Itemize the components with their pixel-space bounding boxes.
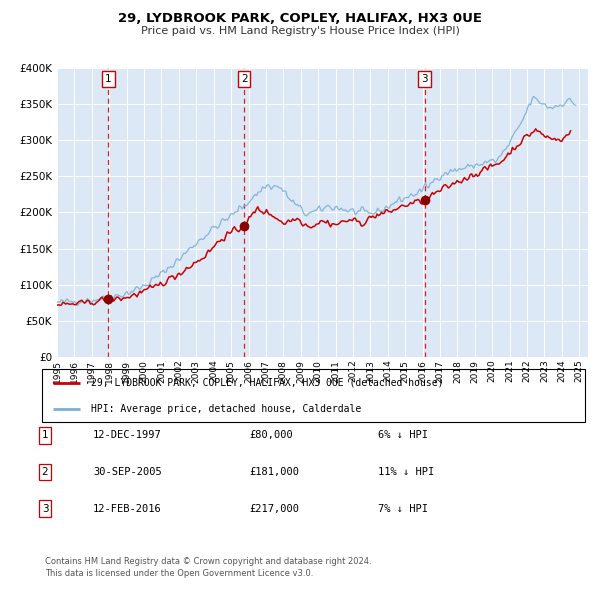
Text: 3: 3 <box>41 504 49 513</box>
Text: 12-FEB-2016: 12-FEB-2016 <box>93 504 162 513</box>
Text: 29, LYDBROOK PARK, COPLEY, HALIFAX, HX3 0UE (detached house): 29, LYDBROOK PARK, COPLEY, HALIFAX, HX3 … <box>91 378 443 388</box>
Text: £80,000: £80,000 <box>249 431 293 440</box>
Text: 1: 1 <box>41 431 49 440</box>
Text: HPI: Average price, detached house, Calderdale: HPI: Average price, detached house, Cald… <box>91 404 361 414</box>
Text: 12-DEC-1997: 12-DEC-1997 <box>93 431 162 440</box>
Text: 3: 3 <box>421 74 428 84</box>
Text: 6% ↓ HPI: 6% ↓ HPI <box>378 431 428 440</box>
Text: 29, LYDBROOK PARK, COPLEY, HALIFAX, HX3 0UE: 29, LYDBROOK PARK, COPLEY, HALIFAX, HX3 … <box>118 12 482 25</box>
Text: £217,000: £217,000 <box>249 504 299 513</box>
Text: Price paid vs. HM Land Registry's House Price Index (HPI): Price paid vs. HM Land Registry's House … <box>140 26 460 35</box>
Text: 11% ↓ HPI: 11% ↓ HPI <box>378 467 434 477</box>
Text: £181,000: £181,000 <box>249 467 299 477</box>
Text: 1: 1 <box>105 74 112 84</box>
Text: 30-SEP-2005: 30-SEP-2005 <box>93 467 162 477</box>
Text: Contains HM Land Registry data © Crown copyright and database right 2024.: Contains HM Land Registry data © Crown c… <box>45 557 371 566</box>
Text: 2: 2 <box>41 467 49 477</box>
Text: This data is licensed under the Open Government Licence v3.0.: This data is licensed under the Open Gov… <box>45 569 313 578</box>
Text: 7% ↓ HPI: 7% ↓ HPI <box>378 504 428 513</box>
Text: 2: 2 <box>241 74 247 84</box>
